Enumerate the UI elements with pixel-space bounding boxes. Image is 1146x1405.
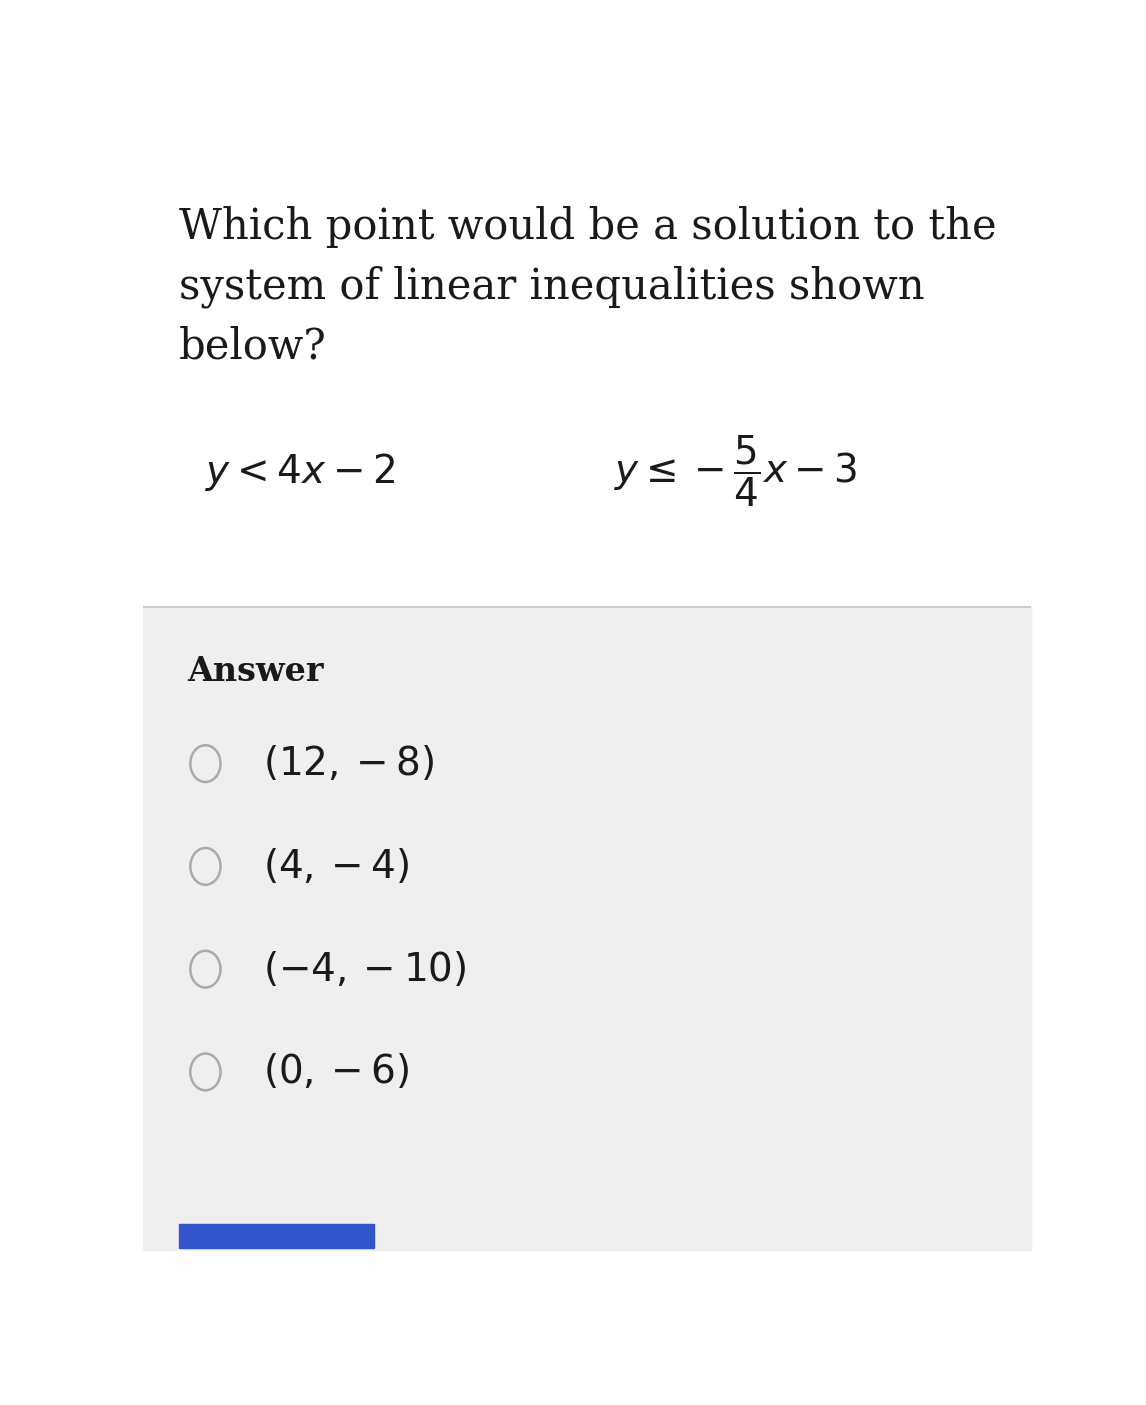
Text: below?: below? (179, 326, 327, 368)
Text: Which point would be a solution to the: Which point would be a solution to the (179, 207, 996, 249)
Text: $(4, -4)$: $(4, -4)$ (264, 847, 409, 887)
Text: $(12, -8)$: $(12, -8)$ (264, 745, 434, 783)
Bar (179, 1225, 375, 1248)
Text: $y \leq -\dfrac{5}{4}x - 3$: $y \leq -\dfrac{5}{4}x - 3$ (614, 434, 857, 509)
Bar (143, 607, 1031, 1250)
Text: $y < 4x - 2$: $y < 4x - 2$ (205, 451, 395, 493)
Text: Answer: Answer (188, 655, 324, 688)
Text: $(-4, -10)$: $(-4, -10)$ (264, 950, 466, 989)
Text: system of linear inequalities shown: system of linear inequalities shown (179, 266, 925, 309)
Text: $(0, -6)$: $(0, -6)$ (264, 1052, 409, 1092)
